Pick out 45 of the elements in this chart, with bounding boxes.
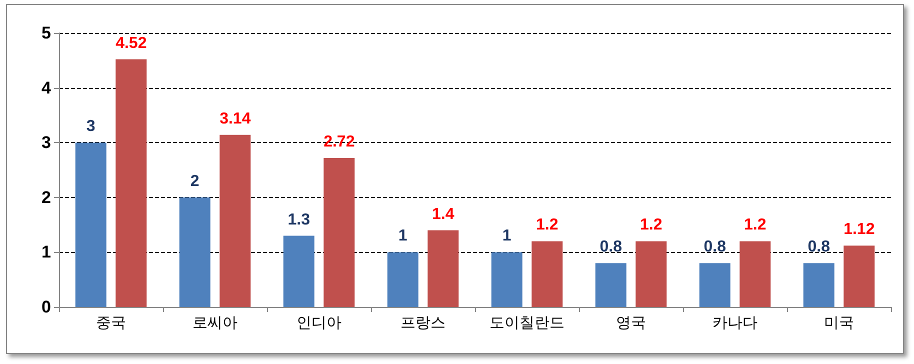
y-tick-label: 3 — [42, 133, 51, 152]
data-label: 2 — [190, 172, 200, 190]
data-label: 1 — [502, 228, 512, 245]
bar — [75, 142, 106, 307]
y-tick-label: 1 — [42, 242, 51, 262]
data-label: 1.12 — [844, 221, 875, 238]
data-label: 1.2 — [536, 216, 558, 234]
data-label: 1.2 — [744, 216, 766, 234]
y-tick-label: 0 — [42, 298, 51, 316]
bar — [740, 241, 771, 307]
x-tick-label: 로씨아 — [192, 314, 238, 332]
bar — [491, 252, 522, 307]
bar — [283, 236, 314, 307]
bar — [636, 241, 667, 307]
bar — [116, 59, 147, 307]
data-label: 1.3 — [288, 211, 310, 228]
data-label: 0.8 — [600, 238, 622, 256]
data-label: 0.8 — [704, 238, 726, 256]
bar — [428, 230, 459, 307]
bar — [324, 158, 355, 307]
x-tick-label: 프랑스 — [400, 314, 446, 332]
bar — [699, 263, 730, 307]
data-label: 1.2 — [640, 216, 662, 234]
data-label: 4.52 — [116, 34, 147, 52]
data-label: 0.8 — [808, 238, 830, 256]
bar — [179, 197, 210, 307]
data-label: 3 — [86, 118, 96, 136]
x-tick-label: 중국 — [96, 314, 126, 332]
x-tick-label: 미국 — [824, 314, 854, 332]
bar — [844, 246, 875, 307]
bar — [387, 252, 418, 307]
data-label: 3.14 — [220, 110, 251, 128]
y-tick-label: 2 — [42, 188, 51, 207]
bar — [220, 134, 251, 307]
bar — [532, 241, 563, 307]
x-tick-label: 카나다 — [712, 314, 758, 332]
data-label: 1 — [398, 228, 408, 245]
x-tick-label: 인디아 — [296, 314, 342, 332]
data-label: 1.4 — [432, 206, 454, 223]
y-tick-label: 4 — [42, 78, 52, 98]
bar — [803, 263, 834, 307]
bar — [595, 263, 626, 307]
x-tick-label: 영국 — [616, 314, 646, 332]
y-tick-label: 5 — [42, 24, 51, 42]
x-tick-label: 도이칠란드 — [490, 314, 564, 332]
